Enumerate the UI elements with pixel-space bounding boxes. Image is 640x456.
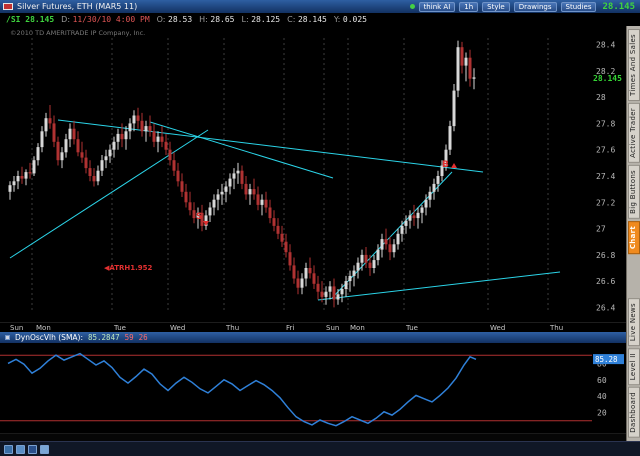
svg-text:S: S	[196, 212, 202, 222]
sidebar-top-tabs: Times And Sales Active Trader Big Buttons C…	[627, 28, 640, 255]
main-area: S B ◀ATRH1.952 28.4 28.2 28 27.8 27.6 27.4 27.2 27…	[0, 26, 640, 441]
ohlc-field: Y: 0.025	[333, 15, 367, 24]
sidebar-tab-times-and-sales[interactable]: Times And Sales	[627, 29, 640, 102]
oscillator-canvas[interactable]: 8060402085.28	[0, 343, 626, 433]
study-param-2: 26	[138, 333, 148, 342]
day-label: Mon	[350, 324, 365, 332]
sidebar-tab-chart[interactable]: Chart	[627, 220, 640, 254]
svg-text:◀ATRH1.952: ◀ATRH1.952	[104, 264, 153, 272]
svg-text:27.4: 27.4	[596, 172, 615, 181]
svg-text:27.8: 27.8	[596, 119, 615, 128]
sidebar-tab-live-news[interactable]: Live News	[627, 297, 640, 347]
sidebar-bottom-tabs: Live News Level II Dashboard	[627, 297, 640, 439]
last-price-readout: 28.145	[602, 1, 635, 12]
svg-text:27.6: 27.6	[596, 146, 615, 155]
svg-text:60: 60	[597, 376, 607, 385]
chart-title-bar: Silver Futures, ETH (MAR5 11) think AI 1…	[0, 0, 640, 13]
day-label: Sun	[10, 324, 24, 332]
ohlc-field: D: 11/30/10 4:00 PM	[61, 15, 150, 24]
day-label: Tue	[114, 324, 126, 332]
ohlc-readout: D: 11/30/10 4:00 PM O: 28.53 H: 28.65 L: 28…	[61, 15, 374, 24]
connection-status-icon	[409, 4, 415, 9]
time-axis-strip	[0, 433, 626, 441]
svg-text:28: 28	[596, 93, 606, 102]
svg-text:40: 40	[597, 392, 607, 401]
think-ai-button[interactable]: think AI	[418, 1, 456, 12]
svg-text:27.2: 27.2	[596, 198, 615, 207]
day-label: Thu	[550, 324, 564, 332]
instrument-title: Silver Futures, ETH (MAR5 11)	[17, 2, 138, 11]
day-label: Sun	[326, 324, 340, 332]
bottom-toolbar-icon-4[interactable]	[40, 444, 49, 454]
day-label: Mon	[36, 324, 51, 332]
svg-text:28.2: 28.2	[596, 67, 615, 76]
timeframe-button[interactable]: 1h	[459, 1, 479, 12]
svg-text:85.28: 85.28	[595, 355, 618, 364]
sidebar-tab-big-buttons[interactable]: Big Buttons	[627, 164, 640, 219]
drawings-button[interactable]: Drawings	[513, 1, 557, 12]
day-label: Thu	[226, 324, 240, 332]
copyright-watermark: ©2010 TD AMERITRADE IP Company, Inc.	[10, 29, 146, 37]
study-param-1: 59	[124, 333, 134, 342]
day-label: Tue	[406, 324, 418, 332]
sidebar-tab-level-ii[interactable]: Level II	[627, 348, 640, 386]
sidebar-tab-active-trader[interactable]: Active Trader	[627, 103, 640, 163]
chart-column: S B ◀ATRH1.952 28.4 28.2 28 27.8 27.6 27.4 27.2 27…	[0, 26, 626, 441]
time-axis-days[interactable]: Sun Mon Tue Wed Thu Fri Sun Mon Tue Wed Thu	[0, 322, 626, 332]
ohlc-field: H: 28.65	[199, 15, 235, 24]
svg-text:20: 20	[597, 409, 607, 418]
svg-text:26.6: 26.6	[596, 277, 615, 286]
studies-button[interactable]: Studies	[560, 1, 597, 12]
style-button[interactable]: Style	[482, 1, 510, 12]
day-label: Wed	[170, 324, 186, 332]
gadget-sidebar: Times And Sales Active Trader Big Buttons C…	[626, 26, 640, 441]
svg-text:28.4: 28.4	[596, 41, 615, 50]
bottom-toolbar-icon-3[interactable]	[28, 444, 37, 454]
svg-text:28.145: 28.145	[593, 74, 622, 83]
ohlc-field: L: 28.125	[241, 15, 281, 24]
bottom-toolbar-icon-2[interactable]	[16, 444, 25, 454]
svg-text:26.4: 26.4	[596, 303, 615, 312]
day-label: Fri	[286, 324, 295, 332]
day-label: Wed	[490, 324, 506, 332]
svg-text:B: B	[442, 160, 449, 170]
bottom-toolbar	[0, 441, 640, 456]
bottom-toolbar-icon-1[interactable]	[4, 444, 13, 454]
svg-text:27: 27	[596, 225, 606, 234]
study-icon	[5, 335, 10, 340]
bottom-toolbar-icons	[4, 444, 49, 454]
study-value: 85.2847	[88, 333, 120, 342]
study-title: DynOscVlh (SMA):	[15, 333, 83, 342]
instrument-icon	[3, 3, 13, 10]
price-chart-canvas[interactable]: S B ◀ATRH1.952 28.4 28.2 28 27.8 27.6 27.4 27.2 27…	[0, 26, 626, 322]
study-header-bar: DynOscVlh (SMA): 85.2847 59 26	[0, 332, 626, 343]
price-chart-panel: S B ◀ATRH1.952 28.4 28.2 28 27.8 27.6 27.4 27.2 27…	[0, 26, 626, 322]
symbol-price: /SI 28.145	[6, 15, 55, 24]
svg-text:26.8: 26.8	[596, 251, 615, 260]
ohlc-field: O: 28.53	[156, 15, 193, 24]
ohlc-data-line: /SI 28.145 D: 11/30/10 4:00 PM O: 28.53 H:…	[0, 13, 640, 26]
sidebar-tab-dashboard[interactable]: Dashboard	[627, 387, 640, 438]
ohlc-field: C: 28.145	[287, 15, 327, 24]
